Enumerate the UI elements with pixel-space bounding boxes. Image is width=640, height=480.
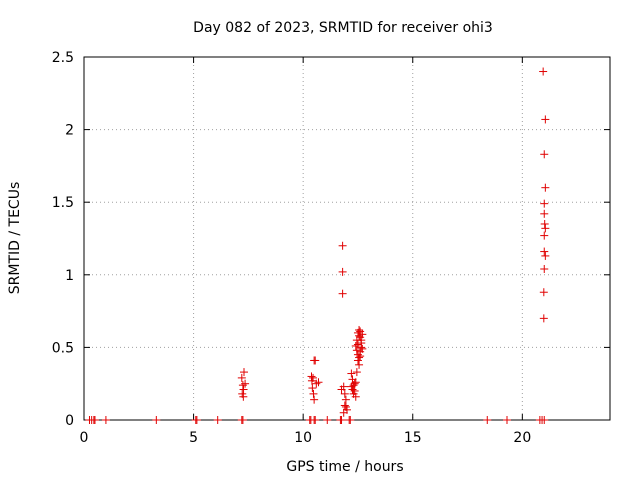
data-point [540, 209, 549, 218]
data-point [309, 389, 318, 398]
data-point [539, 314, 548, 323]
data-point [540, 219, 549, 228]
data-point [152, 416, 161, 424]
axis-ticks: 0 5 10 15 20 0 0.5 1 1.5 2 2.5 [52, 50, 610, 446]
data-point [337, 416, 346, 424]
y-tick-label: 2.5 [52, 50, 74, 66]
y-tick-label: 0.5 [52, 340, 74, 356]
x-tick-label: 20 [513, 430, 531, 446]
y-tick-label: 2 [65, 123, 74, 139]
data-point [339, 408, 348, 417]
data-point [540, 264, 549, 273]
data-point [337, 385, 346, 394]
y-tick-label: 1 [65, 268, 74, 284]
plot-frame [83, 56, 611, 421]
data-point [502, 416, 511, 424]
data-point [355, 331, 364, 340]
data-point [356, 352, 365, 361]
data-point [310, 395, 319, 404]
data-point [341, 402, 350, 411]
data-point [483, 416, 492, 424]
data-point [239, 392, 248, 401]
data-point [353, 356, 362, 365]
data-point [350, 379, 359, 388]
data-point [352, 368, 361, 377]
x-tick-label: 5 [189, 430, 198, 446]
data-point [540, 231, 549, 240]
data-point [539, 288, 548, 297]
data-point [351, 378, 360, 387]
data-point [238, 416, 247, 424]
data-point [341, 395, 350, 404]
data-point [309, 373, 318, 382]
data-point [239, 368, 248, 377]
y-tick-label: 0 [65, 413, 74, 429]
data-point [540, 416, 549, 424]
data-point [90, 416, 99, 424]
y-tick-label: 1.5 [52, 195, 74, 211]
x-tick-label: 15 [404, 430, 422, 446]
data-point [540, 247, 549, 256]
data-point [540, 199, 549, 208]
data-point [213, 416, 222, 424]
data-point [323, 416, 332, 424]
data-point [101, 416, 110, 424]
data-point [338, 267, 347, 276]
chart-title: Day 082 of 2023, SRMTID for receiver ohi… [193, 20, 493, 36]
data-point [541, 224, 550, 233]
data-point [541, 183, 550, 192]
data-point [541, 115, 550, 124]
grid [84, 57, 610, 420]
x-tick-label: 10 [294, 430, 312, 446]
data-point [539, 67, 548, 76]
data-point [355, 360, 364, 369]
data-point [338, 241, 347, 250]
data-point [241, 379, 250, 388]
data-point [308, 384, 317, 393]
x-tick-label: 0 [80, 430, 89, 446]
data-point [358, 344, 367, 353]
data-point [357, 336, 366, 345]
data-point [237, 373, 246, 382]
data-point [311, 356, 320, 365]
data-point [351, 341, 360, 350]
data-point [311, 416, 320, 424]
data-point [238, 381, 247, 390]
data-point [314, 378, 323, 387]
data-point [356, 327, 365, 336]
data-point [338, 289, 347, 298]
data-point [192, 416, 201, 424]
data-point [340, 401, 349, 410]
data-point [348, 385, 357, 394]
data-point [352, 346, 361, 355]
data-points [85, 67, 550, 424]
data-point [349, 389, 358, 398]
data-point [307, 372, 316, 381]
data-point [340, 389, 349, 398]
data-point [540, 150, 549, 159]
data-point [541, 251, 550, 260]
y-axis-title: SRMTID / TECUs [7, 182, 23, 295]
x-axis-title: GPS time / hours [286, 459, 403, 475]
data-point [347, 369, 356, 378]
data-point [239, 385, 248, 394]
data-point [346, 416, 355, 424]
